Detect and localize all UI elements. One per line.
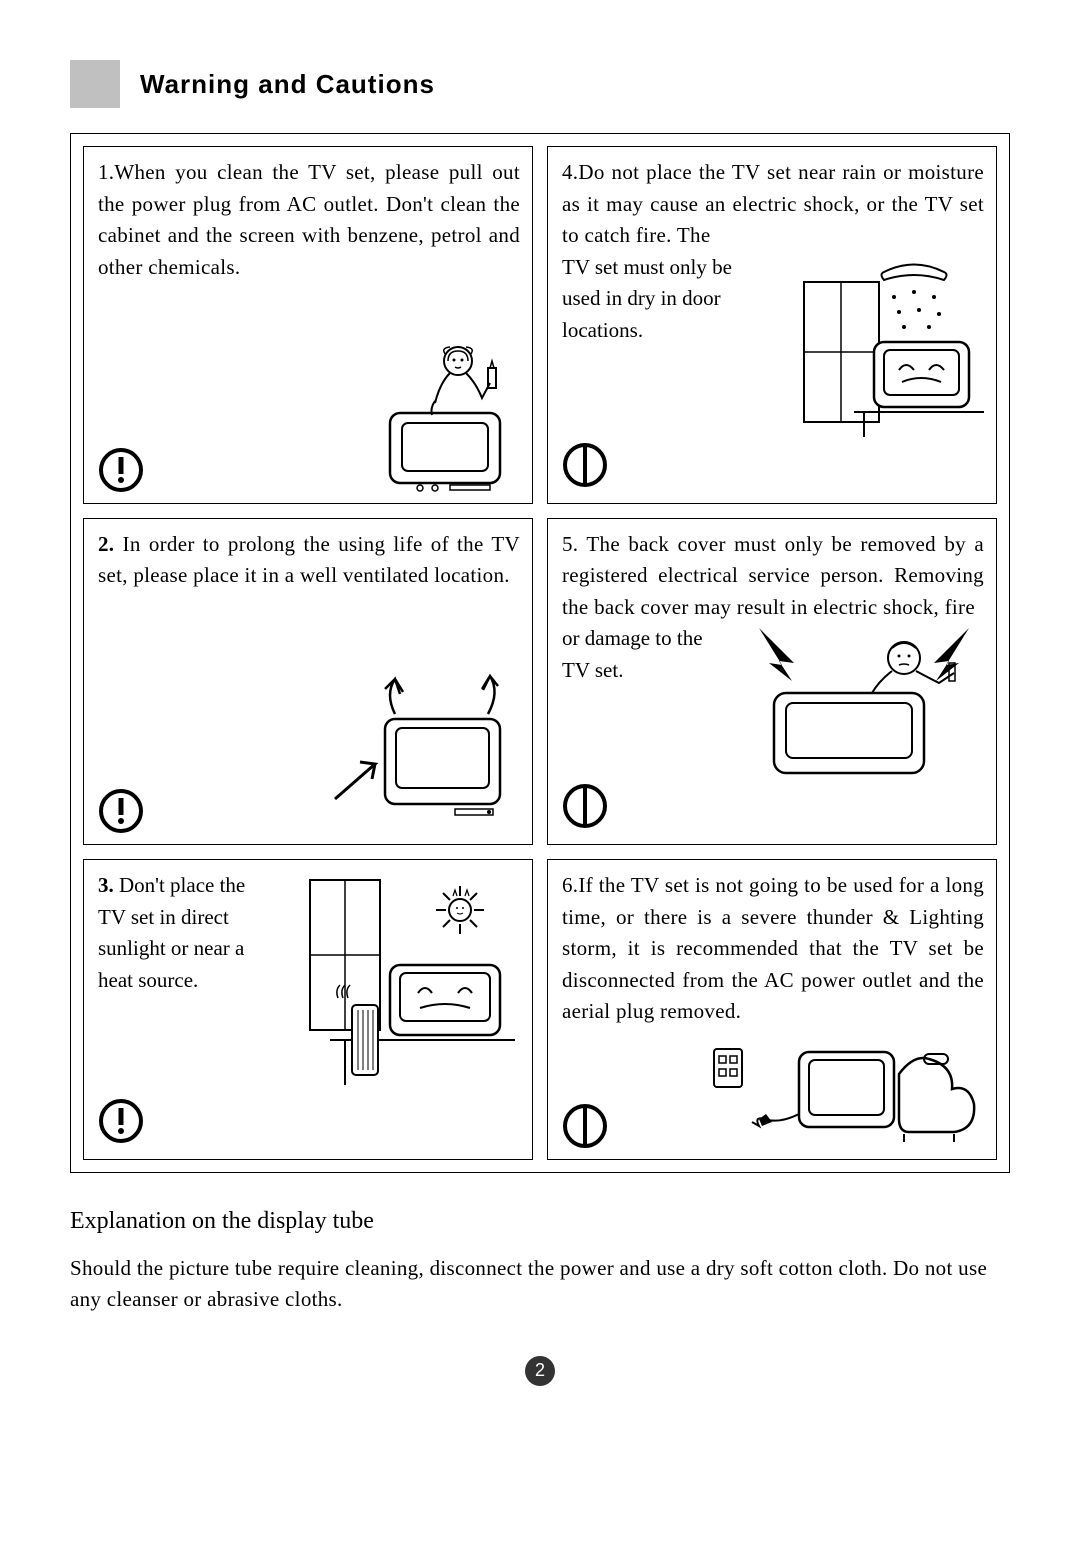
- header-grey-box: [70, 60, 120, 108]
- page-number-badge: 2: [525, 1356, 555, 1386]
- warning-text-2: 2. In order to prolong the using life of…: [98, 529, 520, 592]
- warning-cell-4: 4.Do not place the TV set near rain or m…: [547, 146, 997, 504]
- warning-text-1: 1.When you clean the TV set, please pull…: [98, 157, 520, 283]
- illustration-rain: [756, 252, 984, 442]
- warning-cell-1: 1.When you clean the TV set, please pull…: [83, 146, 533, 504]
- warning-text-3: 3. Don't place the TV set in direct sunl…: [98, 870, 275, 996]
- prohibit-icon: [562, 1103, 608, 1149]
- illustration-unplug: [608, 1034, 984, 1149]
- warning-wrap-5: or damage to the TV set.: [562, 623, 705, 686]
- warning-cell-5: 5. The back cover must only be removed b…: [547, 518, 997, 846]
- header: Warning and Cautions: [70, 60, 1010, 108]
- caution-icon: [98, 788, 144, 834]
- prohibit-icon: [562, 783, 608, 829]
- warning-text-4: 4.Do not place the TV set near rain or m…: [562, 157, 984, 252]
- illustration-service: [713, 623, 984, 783]
- illustration-sunlight: [283, 870, 520, 1090]
- warnings-frame: 1.When you clean the TV set, please pull…: [70, 133, 1010, 1173]
- caution-icon: [98, 447, 144, 493]
- warning-text-6: 6.If the TV set is not going to be used …: [562, 870, 984, 1028]
- prohibit-icon: [562, 442, 608, 488]
- warning-cell-2: 2. In order to prolong the using life of…: [83, 518, 533, 846]
- warning-cell-6: 6.If the TV set is not going to be used …: [547, 859, 997, 1160]
- explanation-heading: Explanation on the display tube: [70, 1208, 1010, 1235]
- warnings-grid: 1.When you clean the TV set, please pull…: [83, 146, 997, 1160]
- illustration-ventilation: [144, 664, 520, 834]
- warning-cell-3: 3. Don't place the TV set in direct sunl…: [83, 859, 533, 1160]
- explanation-text: Should the picture tube require cleaning…: [70, 1253, 1010, 1316]
- page-title: Warning and Cautions: [140, 69, 435, 100]
- warning-text-5: 5. The back cover must only be removed b…: [562, 529, 984, 624]
- illustration-cleaning: [144, 343, 520, 493]
- caution-icon: [98, 1098, 144, 1144]
- warning-wrap-4: TV set must only be used in dry in door …: [562, 252, 748, 347]
